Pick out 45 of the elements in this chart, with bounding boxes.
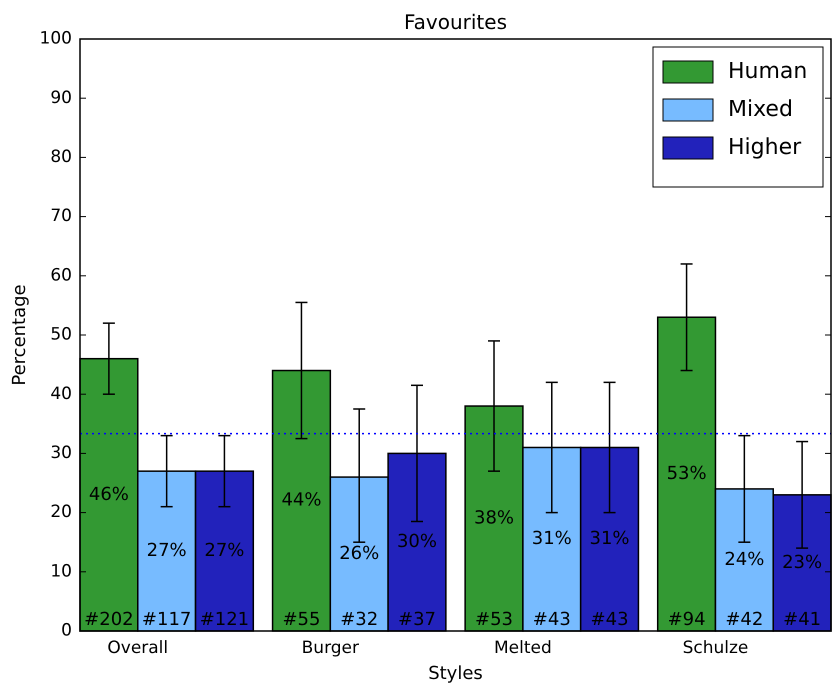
y-tick-label: 100 [40, 28, 72, 49]
y-tick-label: 60 [50, 265, 72, 286]
y-tick-label: 90 [50, 88, 72, 108]
annotation: #41 [783, 609, 822, 630]
y-tick-label: 30 [50, 443, 72, 464]
y-tick-label: 50 [50, 324, 72, 345]
data-label: 30% [396, 531, 437, 552]
annotation: #43 [590, 609, 629, 630]
x-tick-label: Melted [494, 638, 552, 658]
data-label: 26% [339, 542, 380, 564]
annotation: #121 [200, 609, 250, 630]
annotation: #94 [668, 609, 706, 630]
legend-label: Higher [728, 135, 802, 160]
data-label: 46% [88, 484, 129, 505]
x-tick-label: Schulze [682, 638, 748, 658]
annotation: #43 [532, 609, 571, 630]
annotation: #42 [725, 609, 764, 630]
data-label: 24% [724, 548, 764, 570]
legend-label: Mixed [728, 97, 793, 122]
y-tick-label: 40 [50, 384, 72, 404]
x-tick-label: Burger [302, 638, 360, 658]
data-label: 38% [474, 507, 514, 528]
y-tick-label: 20 [50, 502, 72, 522]
data-label: 27% [146, 540, 187, 561]
data-label: 23% [782, 552, 822, 573]
y-tick-label: 10 [50, 561, 72, 582]
data-label: 53% [666, 463, 707, 484]
annotation: #202 [84, 609, 134, 630]
data-label: 31% [532, 528, 572, 550]
annotation: #117 [142, 609, 192, 630]
annotation: #32 [340, 609, 378, 630]
annotation: #55 [282, 609, 320, 630]
data-label: 44% [281, 490, 322, 511]
y-tick-label: 70 [50, 206, 72, 226]
data-label: 27% [204, 540, 244, 561]
y-tick-label: 0 [61, 620, 72, 641]
chart-title: Favourites [404, 10, 508, 34]
annotation: #53 [475, 609, 514, 630]
legend-label: Human [728, 59, 808, 84]
x-tick-label: Overall [107, 638, 168, 658]
annotation: #37 [398, 609, 436, 630]
y-tick-label: 80 [50, 147, 72, 168]
y-axis-title: Percentage [9, 284, 30, 386]
x-axis-title: Styles [428, 663, 483, 684]
data-label: 31% [590, 528, 630, 550]
